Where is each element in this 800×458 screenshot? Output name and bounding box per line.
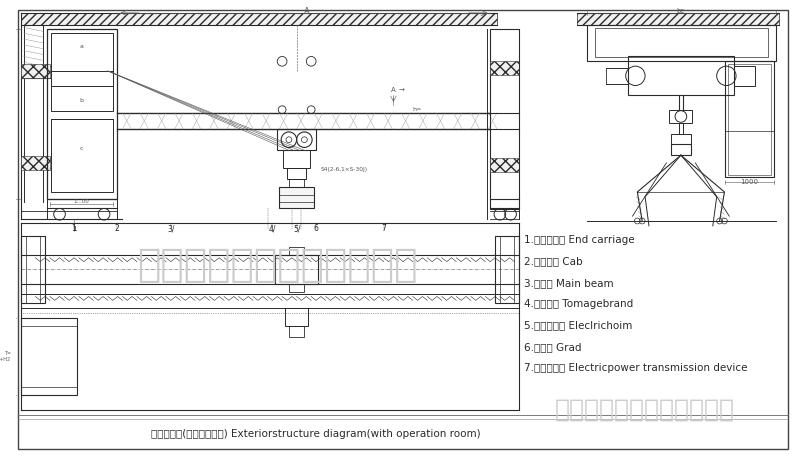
Bar xyxy=(726,61,774,177)
Bar xyxy=(47,29,117,199)
Bar xyxy=(578,13,778,25)
Text: h=: h= xyxy=(413,107,422,112)
Text: 1000: 1000 xyxy=(741,179,758,185)
Bar xyxy=(21,156,50,170)
Bar xyxy=(283,150,310,168)
Text: 外形结构图(安装有司机室) Exteriorstructure diagram(with operation room): 外形结构图(安装有司机室) Exteriorstructure diagram(… xyxy=(151,429,481,439)
Bar xyxy=(606,68,628,83)
Bar xyxy=(628,56,734,95)
Bar xyxy=(490,158,519,172)
Text: 2: 2 xyxy=(114,224,119,233)
Bar xyxy=(289,326,304,337)
Text: 1...00: 1...00 xyxy=(73,199,89,204)
Text: 6.　抓斗 Grad: 6. 抓斗 Grad xyxy=(524,342,582,352)
Circle shape xyxy=(302,137,307,142)
Bar xyxy=(289,180,304,187)
Bar xyxy=(21,318,77,395)
Bar xyxy=(728,64,771,174)
Bar xyxy=(279,187,314,208)
Bar xyxy=(671,134,690,143)
Text: b: b xyxy=(80,98,84,103)
Bar xyxy=(287,168,306,180)
Bar xyxy=(289,247,304,255)
Text: A: A xyxy=(391,87,396,93)
Bar xyxy=(490,29,519,209)
Text: A: A xyxy=(303,7,310,16)
Bar xyxy=(21,64,50,78)
Text: 4.　吨位牌 Tomagebrand: 4. 吨位牌 Tomagebrand xyxy=(524,299,634,309)
Text: 4/: 4/ xyxy=(269,224,276,233)
Text: 6: 6 xyxy=(314,224,318,233)
Bar xyxy=(275,255,318,284)
Bar xyxy=(51,33,113,111)
Bar xyxy=(285,308,308,326)
Bar xyxy=(51,120,113,192)
Text: 3/: 3/ xyxy=(167,224,174,233)
Bar xyxy=(278,129,316,150)
Text: bc: bc xyxy=(677,8,685,14)
Text: S4(2-6,1×S-30J): S4(2-6,1×S-30J) xyxy=(321,167,368,172)
Bar xyxy=(594,28,768,57)
Text: 1: 1 xyxy=(72,226,76,232)
Text: a: a xyxy=(80,44,84,49)
Text: 7.　输电装置 Electricpower transmission device: 7. 输电装置 Electricpower transmission devic… xyxy=(524,363,747,373)
Text: →: → xyxy=(398,87,404,93)
Text: 2.　司机室 Cab: 2. 司机室 Cab xyxy=(524,256,582,267)
Text: 7: 7 xyxy=(382,224,386,233)
Bar xyxy=(21,235,45,303)
Bar xyxy=(490,61,519,75)
Text: 5.　电动葡芦 Eleclrichoim: 5. 电动葡芦 Eleclrichoim xyxy=(524,321,633,331)
Bar xyxy=(671,143,690,155)
Bar xyxy=(587,25,776,61)
Text: 5/: 5/ xyxy=(293,224,300,233)
Text: 1.　端梁装置 End carriage: 1. 端梁装置 End carriage xyxy=(524,235,634,245)
Text: 四川亿威起重设备有限公司: 四川亿威起重设备有限公司 xyxy=(137,245,418,284)
Bar xyxy=(21,13,497,25)
Text: 四川亿威起重设备有限公司: 四川亿威起重设备有限公司 xyxy=(555,398,735,422)
Text: 3.　主梁 Main beam: 3. 主梁 Main beam xyxy=(524,278,614,288)
Circle shape xyxy=(286,137,292,142)
Text: T=
2+H2: T= 2+H2 xyxy=(0,351,11,362)
Bar xyxy=(670,110,693,123)
Text: 1: 1 xyxy=(72,224,77,233)
Bar xyxy=(495,235,519,303)
Text: c: c xyxy=(80,146,83,151)
Bar xyxy=(734,66,755,86)
Bar xyxy=(289,284,304,292)
